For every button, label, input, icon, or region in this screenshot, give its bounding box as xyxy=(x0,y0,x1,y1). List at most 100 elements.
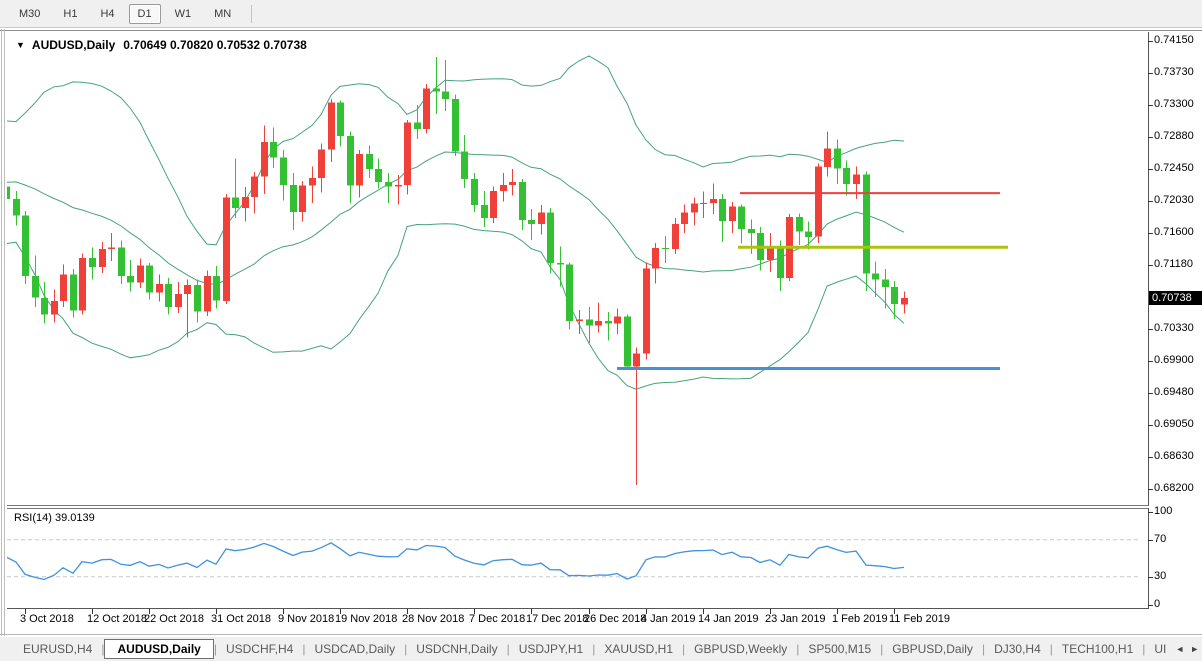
chart-tab-usdjpy-h1[interactable]: USDJPY,H1 xyxy=(518,642,584,656)
rsi-tick-label: 30 xyxy=(1154,569,1167,582)
price-tick-label: 0.72450 xyxy=(1154,162,1194,174)
time-tick-label: 31 Oct 2018 xyxy=(211,613,271,625)
price-tick-mark xyxy=(1148,489,1153,490)
time-tick-label: 3 Oct 2018 xyxy=(20,613,74,625)
tab-divider: | xyxy=(1049,642,1053,656)
price-chart-pane[interactable] xyxy=(7,32,1149,506)
tab-divider: | xyxy=(796,642,800,656)
price-tick-label: 0.73730 xyxy=(1154,65,1194,78)
rsi-frame xyxy=(7,508,1149,609)
timeframe-button-mn[interactable]: MN xyxy=(214,7,232,20)
time-tick-label: 28 Nov 2018 xyxy=(402,613,465,625)
chart-tab-usdchf-h4[interactable]: USDCHF,H4 xyxy=(225,642,294,656)
rsi-tick-label: 0 xyxy=(1154,597,1161,610)
chart-tab-tech100-h1[interactable]: TECH100,H1 xyxy=(1061,642,1134,656)
time-tick-mark xyxy=(703,609,704,614)
tab-divider: | xyxy=(880,642,884,656)
time-tick-label: 19 Nov 2018 xyxy=(335,613,398,625)
time-tick-mark xyxy=(407,609,408,614)
bollinger-middle-band xyxy=(7,151,905,286)
chart-tab-usdcad-daily[interactable]: USDCAD,Daily xyxy=(314,642,396,656)
time-tick-mark xyxy=(770,609,771,614)
window-left-edge xyxy=(1,29,2,661)
bollinger-lower-band xyxy=(7,223,905,390)
timeframe-button-h4[interactable]: H4 xyxy=(100,7,115,20)
price-tick-mark xyxy=(1148,136,1153,138)
price-tick-label: 0.73300 xyxy=(1154,98,1194,110)
rsi-tick-mark xyxy=(1148,512,1153,513)
time-tick-label: 11 Feb 2019 xyxy=(889,613,950,625)
price-tick-mark xyxy=(1148,105,1153,106)
pane-frame xyxy=(7,32,1149,506)
time-tick-mark xyxy=(894,609,895,614)
price-tick-mark xyxy=(1148,425,1153,426)
price-tick-mark xyxy=(1148,264,1153,266)
timeframe-button-m30[interactable]: M30 xyxy=(19,7,41,20)
chart-window-border xyxy=(0,30,1202,31)
price-tick-label: 0.68200 xyxy=(1154,482,1194,494)
time-tick-label: 17 Dec 2018 xyxy=(526,613,589,625)
time-tick-mark xyxy=(340,609,341,614)
tab-scroll-right-icon[interactable]: ► xyxy=(1190,644,1200,654)
time-tick-mark xyxy=(589,609,590,614)
time-tick-mark xyxy=(531,609,532,614)
time-tick-mark xyxy=(283,609,284,614)
price-tick-label: 0.69900 xyxy=(1154,354,1194,366)
timeframe-button-w1[interactable]: W1 xyxy=(174,7,192,20)
tab-divider: | xyxy=(506,642,510,656)
price-tick-label: 0.69480 xyxy=(1154,385,1194,398)
time-tick-label: 14 Jan 2019 xyxy=(698,613,759,625)
bollinger-upper-band xyxy=(7,55,905,246)
tab-divider: | xyxy=(302,642,306,656)
chart-tab-dj30-h4[interactable]: DJ30,H4 xyxy=(994,642,1041,656)
time-tick-label: 22 Oct 2018 xyxy=(144,613,204,625)
chart-tab-xauusd-h1[interactable]: XAUUSD,H1 xyxy=(604,642,674,656)
price-tick-mark xyxy=(1148,392,1153,394)
price-tick-mark xyxy=(1148,169,1153,170)
price-tick-label: 0.70330 xyxy=(1154,321,1194,334)
tab-divider: | xyxy=(592,642,596,656)
tab-divider: | xyxy=(682,642,686,656)
rsi-indicator-pane[interactable] xyxy=(7,508,1149,609)
price-tick-label: 0.71180 xyxy=(1154,257,1193,270)
timeframe-toolbar: M30 H1 H4 D1 W1 MN xyxy=(0,0,1202,28)
chart-dropdown-icon[interactable]: ▼ xyxy=(16,40,25,50)
time-tick-mark xyxy=(92,609,93,614)
chart-ohlc-values: 0.70649 0.70820 0.70532 0.70738 xyxy=(123,38,307,52)
price-tick-mark xyxy=(1148,233,1153,234)
time-tick-mark xyxy=(474,609,475,614)
price-tick-label: 0.69050 xyxy=(1154,418,1194,430)
price-tick-mark xyxy=(1148,41,1153,42)
chart-tab-ui[interactable]: UI xyxy=(1154,642,1167,656)
rsi-tick-mark xyxy=(1148,539,1153,541)
rsi-tick-label: 100 xyxy=(1154,505,1173,517)
chart-tab-usdcnh-daily[interactable]: USDCNH,Daily xyxy=(416,642,498,656)
chart-tab-sp500-m15[interactable]: SP500,M15 xyxy=(808,642,872,656)
toolbar-divider xyxy=(251,4,253,23)
time-tick-label: 9 Nov 2018 xyxy=(278,613,335,625)
time-tick-mark xyxy=(837,609,838,614)
price-tick-mark xyxy=(1148,361,1153,362)
rsi-indicator-label: RSI(14) 39.0139 xyxy=(14,512,95,524)
time-tick-label: 1 Feb 2019 xyxy=(832,613,888,625)
timeframe-button-d1[interactable]: D1 xyxy=(128,3,161,24)
tabbar-separator xyxy=(0,634,1202,635)
time-tick-mark xyxy=(149,609,150,614)
price-tick-mark xyxy=(1148,200,1153,202)
chart-symbol-label: AUDUSD,Daily xyxy=(31,38,116,52)
chart-tab-audusd-daily[interactable]: AUDUSD,Daily xyxy=(104,639,214,659)
tab-divider: | xyxy=(404,642,408,656)
chart-tab-gbpusd-daily[interactable]: GBPUSD,Daily xyxy=(892,642,973,656)
time-tick-mark xyxy=(25,609,26,614)
chart-tab-eurusd-h4[interactable]: EURUSD,H4 xyxy=(23,642,93,656)
timeframe-button-h1[interactable]: H1 xyxy=(63,7,78,20)
price-tick-mark xyxy=(1148,456,1153,458)
tab-scroll-controls: ◄ ► xyxy=(1175,644,1199,654)
chart-tab-gbpusd-weekly[interactable]: GBPUSD,Weekly xyxy=(694,642,788,656)
tab-scroll-left-icon[interactable]: ◄ xyxy=(1175,644,1185,654)
price-tick-label: 0.72030 xyxy=(1154,193,1194,206)
rsi-line xyxy=(7,542,905,581)
price-tick-mark xyxy=(1148,72,1153,74)
chart-tab-bar: EURUSD,H4 | AUDUSD,Daily | USDCHF,H4 | USDCAD,… xyxy=(0,636,1202,661)
